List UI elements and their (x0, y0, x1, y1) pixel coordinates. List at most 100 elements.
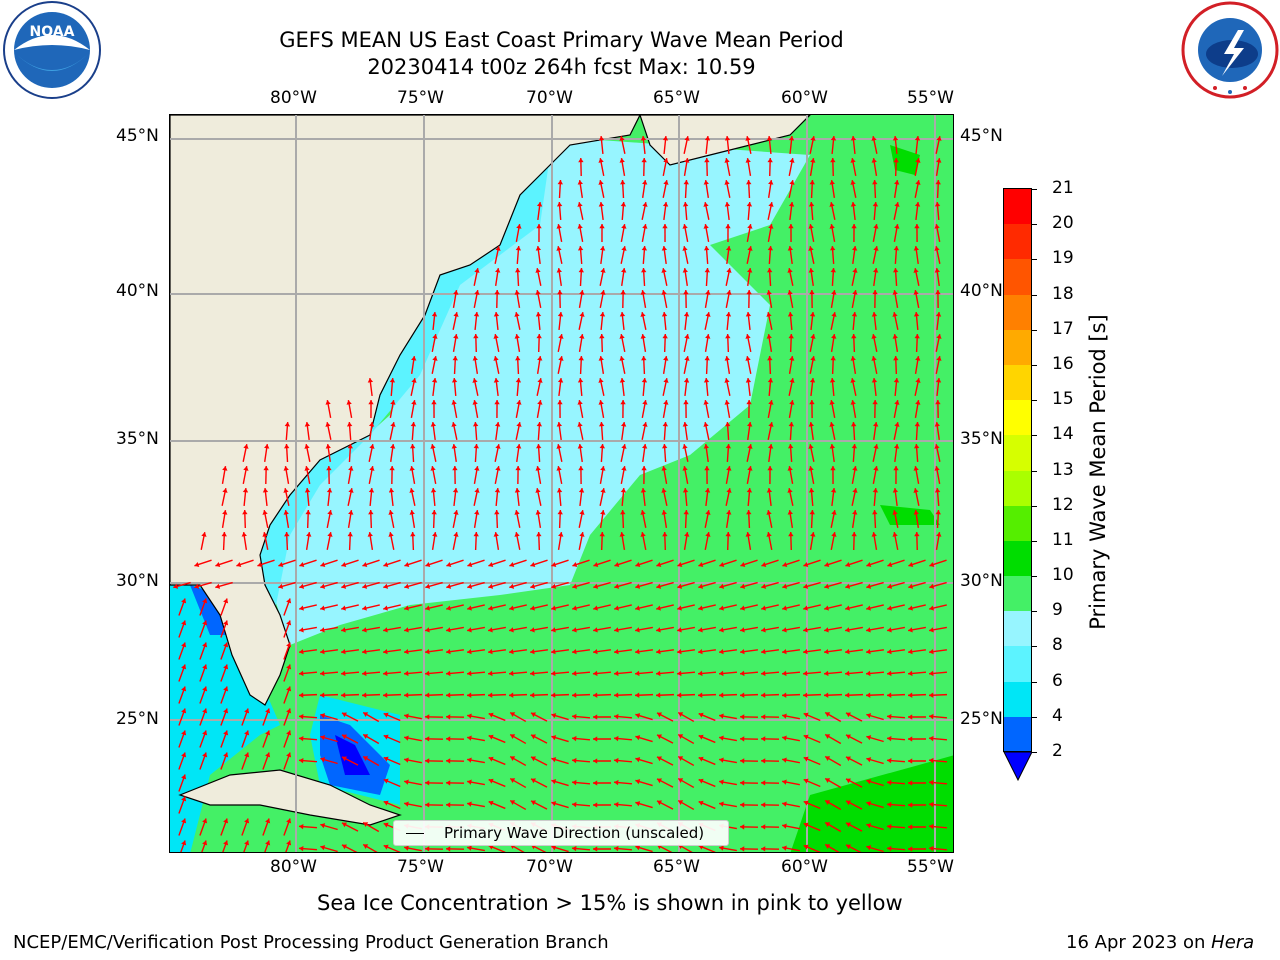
wave-direction-arrowhead (740, 714, 745, 720)
wave-direction-arrowhead (789, 158, 795, 163)
wave-direction-arrowhead (934, 224, 940, 229)
wave-direction-arrowhead (283, 510, 289, 515)
wave-direction-arrowhead (325, 444, 331, 449)
wave-direction-arrowhead (929, 735, 934, 742)
wave-direction-arrowhead (347, 444, 353, 449)
wave-direction-arrowhead (704, 466, 710, 471)
wave-direction-arrowhead (698, 648, 703, 655)
wave-direction-arrowhead (551, 561, 557, 568)
wave-direction-arrowhead (425, 714, 430, 720)
wave-direction-arrowhead (887, 823, 892, 830)
wave-direction-arrowhead (262, 510, 268, 515)
wave-direction-arrowhead (640, 334, 646, 339)
wave-direction-arrowhead (620, 422, 627, 427)
wave-direction-arrowhead (829, 378, 836, 383)
lon-label-top: 60°W (781, 88, 828, 108)
wave-direction-arrowhead (683, 510, 689, 515)
wave-direction-arrowhead (488, 756, 494, 762)
wave-direction-arrowhead (726, 268, 732, 273)
wave-direction-arrowhead (704, 356, 710, 361)
wave-direction-arrowhead (845, 605, 850, 611)
wave-direction-arrowhead (181, 686, 187, 692)
wave-direction-arrowhead (404, 583, 410, 589)
wave-direction-arrowhead (782, 561, 788, 568)
wave-direction-arrowhead (824, 692, 829, 698)
wave-direction-arrowhead (223, 730, 229, 736)
wave-direction-arrowhead (825, 778, 831, 783)
wave-direction-arrowhead (908, 802, 913, 808)
wave-direction-arrowhead (663, 180, 669, 185)
wave-direction-arrowhead (809, 290, 815, 295)
wave-direction-arrowhead (557, 510, 563, 515)
wave-direction-arrowhead (893, 466, 899, 471)
wave-direction-arrowhead (893, 268, 899, 273)
wave-direction-arrowhead (913, 290, 919, 295)
wave-direction-arrowhead (509, 583, 515, 589)
wave-direction-arrowhead (871, 312, 878, 317)
wave-direction-arrowhead (467, 692, 472, 698)
colorbar-tick-mark (1032, 294, 1037, 296)
wave-direction-arrowhead (782, 801, 787, 807)
wave-direction-arrowhead (719, 648, 724, 655)
wave-direction-arrowhead (223, 642, 229, 648)
wave-direction-arrowhead (740, 846, 745, 852)
wave-direction-arrowhead (872, 202, 879, 207)
wave-direction-arrowhead (383, 648, 388, 655)
wave-direction-arrowhead (656, 712, 662, 718)
wave-direction-arrowhead (621, 224, 627, 229)
wave-direction-arrowhead (262, 488, 269, 493)
wave-direction-arrowhead (579, 290, 585, 295)
wave-direction-arrowhead (614, 648, 619, 655)
colorbar-segment (1004, 716, 1032, 753)
wave-direction-arrowhead (745, 532, 751, 537)
wave-direction-arrowhead (908, 714, 913, 720)
wave-direction-arrowhead (488, 670, 493, 677)
wave-direction-arrowhead (223, 686, 229, 692)
wave-direction-arrowhead (719, 845, 724, 851)
wave-direction-arrowhead (726, 488, 732, 493)
wave-direction-arrowhead (684, 136, 690, 141)
wave-direction-arrowhead (243, 444, 249, 449)
wave-direction-arrowhead (787, 290, 793, 295)
wave-direction-arrowhead (593, 802, 598, 808)
wave-direction-arrowhead (614, 779, 619, 786)
wave-direction-arrowhead (705, 290, 711, 295)
wave-direction-arrowhead (619, 378, 626, 383)
colorbar-tick-label: 19 (1052, 248, 1074, 269)
lat-label-right: 40°N (960, 281, 1003, 301)
wave-direction-arrowhead (782, 823, 787, 829)
wave-direction-arrowhead (621, 268, 627, 273)
wave-direction-arrowhead (915, 378, 921, 383)
wave-direction-arrowhead (803, 822, 809, 828)
wave-direction-arrowhead (614, 713, 619, 720)
colorbar-tick-mark (1032, 611, 1037, 613)
wave-direction-arrowhead (908, 648, 913, 655)
wave-direction-arrowhead (404, 779, 409, 785)
wave-direction-arrowhead (473, 312, 480, 317)
lon-label-top: 55°W (907, 88, 954, 108)
wave-direction-arrowhead (510, 734, 516, 739)
wave-direction-arrowhead (872, 400, 878, 405)
wave-direction-arrowhead (494, 422, 501, 427)
wave-direction-arrowhead (493, 356, 499, 361)
wave-direction-arrowhead (593, 714, 598, 720)
wave-direction-arrowhead (725, 334, 731, 339)
legend-box: Primary Wave Direction (unscaled) (393, 820, 729, 846)
wave-direction-arrowhead (887, 845, 892, 852)
wave-direction-arrowhead (894, 224, 900, 229)
wave-direction-arrowhead (283, 488, 289, 493)
wave-direction-arrowhead (368, 400, 374, 405)
wave-direction-arrowhead (341, 712, 347, 718)
wave-direction-arrowhead (678, 712, 684, 717)
wave-direction-arrowhead (341, 734, 347, 740)
wave-direction-arrowhead (363, 712, 369, 717)
wave-direction-arrowhead (894, 400, 900, 405)
wave-direction-arrowhead (202, 818, 208, 824)
wave-direction-arrowhead (510, 800, 516, 805)
wave-direction-arrowhead (620, 202, 627, 207)
wave-direction-arrowhead (383, 734, 389, 740)
wave-direction-arrowhead (745, 158, 751, 163)
wave-direction-arrowhead (887, 627, 892, 633)
wave-direction-arrowhead (286, 840, 292, 846)
wave-direction-arrowhead (698, 583, 704, 589)
